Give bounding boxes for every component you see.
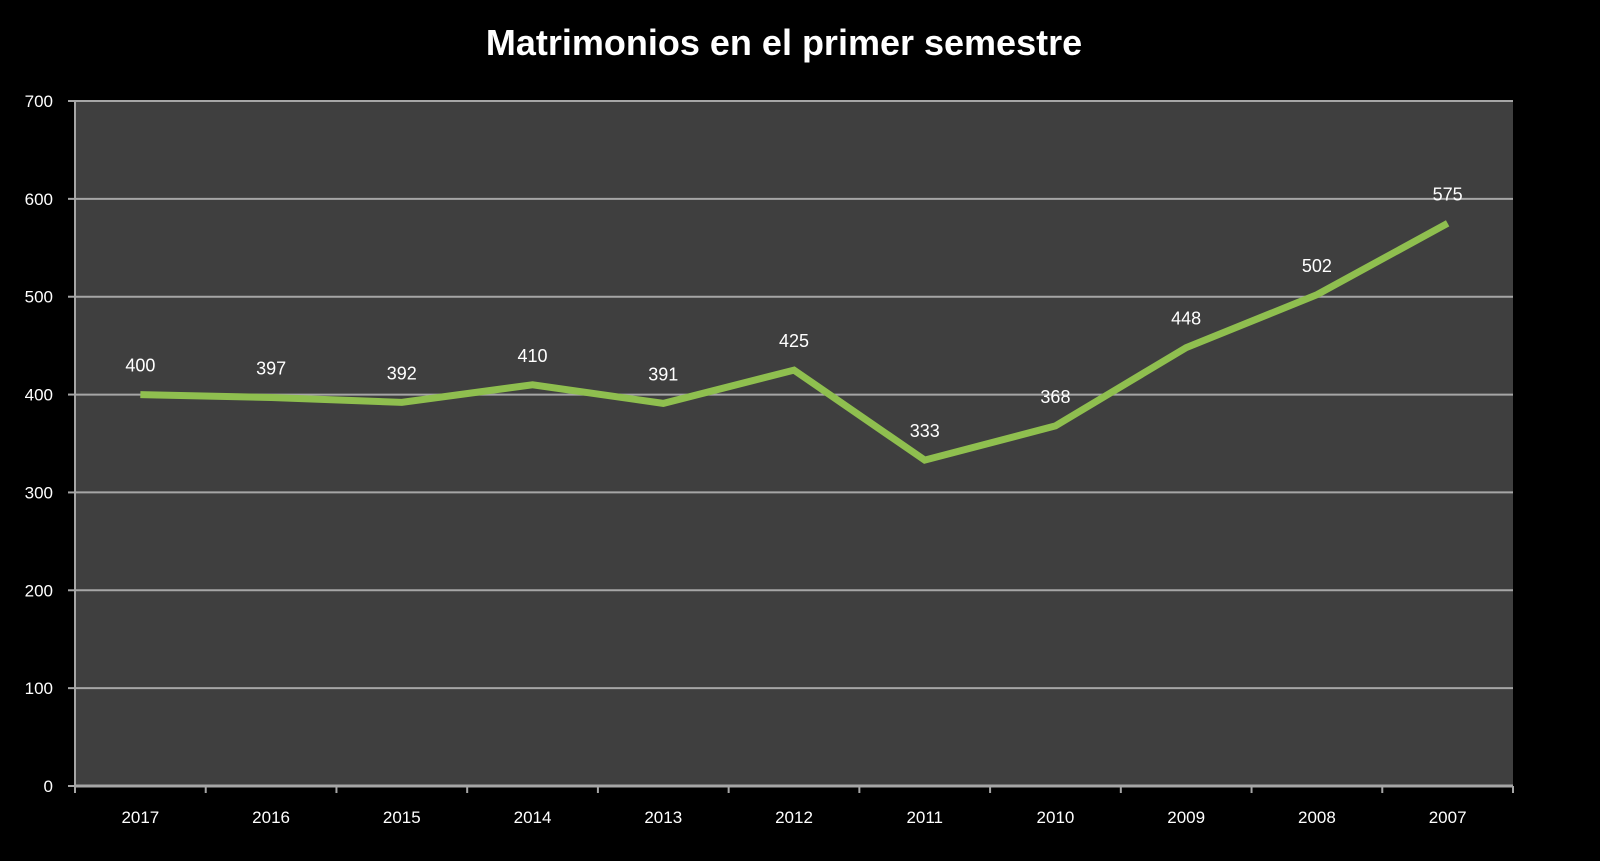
x-tick-label: 2007	[1429, 808, 1467, 827]
y-tick-label: 300	[25, 483, 53, 502]
x-tick-label: 2015	[383, 808, 421, 827]
data-labels: 400 397 392 410 391 425 333 368 448 502 575	[125, 184, 1462, 441]
x-axis: 2017 2016 2015 2014 2013 2012 2011 2010 2009 2008…	[74, 784, 1514, 827]
plot-area	[75, 101, 1513, 786]
data-label: 368	[1040, 387, 1070, 407]
y-tick-label: 100	[25, 679, 53, 698]
data-label: 392	[387, 363, 417, 383]
x-tick-label: 2009	[1167, 808, 1205, 827]
x-tick-label: 2012	[775, 808, 813, 827]
y-tick-label: 200	[25, 581, 53, 600]
y-tick-label: 0	[44, 777, 53, 796]
y-tick-label: 600	[25, 190, 53, 209]
y-tick-label: 700	[25, 92, 53, 111]
x-tick-label: 2017	[121, 808, 159, 827]
data-label: 400	[125, 356, 155, 376]
y-tick-label: 500	[25, 288, 53, 307]
data-label: 575	[1433, 184, 1463, 204]
x-tick-label: 2011	[906, 808, 943, 827]
data-label: 410	[518, 346, 548, 366]
x-tick-label: 2014	[514, 808, 552, 827]
y-tick-label: 400	[25, 386, 53, 405]
data-label: 502	[1302, 256, 1332, 276]
data-label: 397	[256, 359, 286, 379]
series-line	[140, 220, 1450, 464]
x-tick-label: 2016	[252, 808, 290, 827]
data-label: 391	[648, 364, 678, 384]
data-label: 448	[1171, 309, 1201, 329]
chart-title: Matrimonios en el primer semestre	[485, 22, 1083, 63]
data-label: 333	[910, 421, 940, 441]
x-tick-label: 2013	[644, 808, 682, 827]
x-tick-label: 2010	[1037, 808, 1075, 827]
data-label: 425	[779, 331, 809, 351]
y-axis: 0 100 200 300 400 500 600 700	[25, 92, 76, 796]
x-tick-label: 2008	[1298, 808, 1336, 827]
